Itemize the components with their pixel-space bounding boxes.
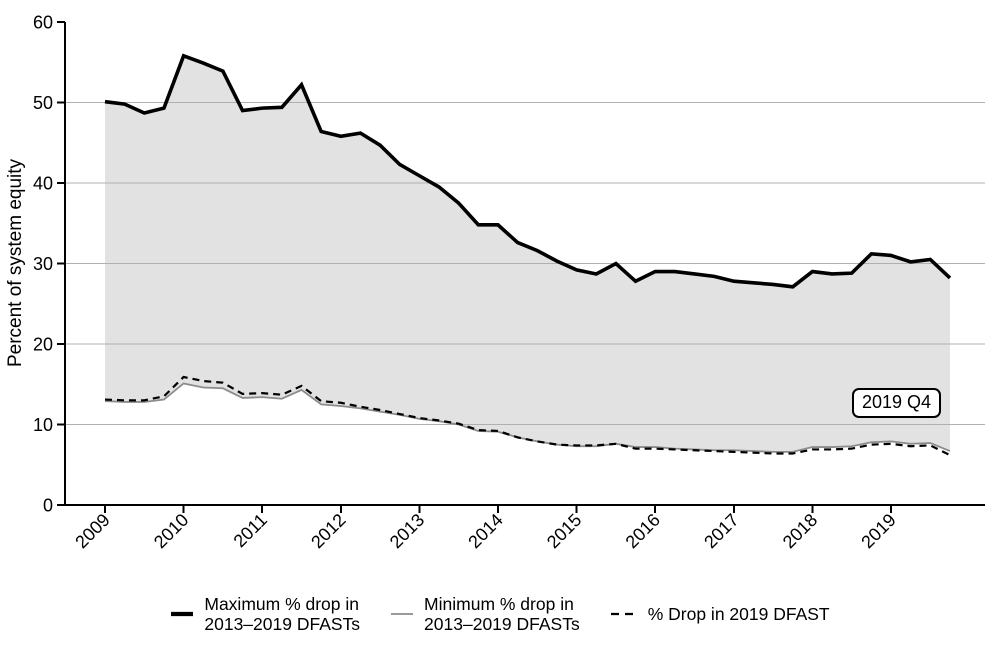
- legend-label-minimum: Minimum % drop in 2013–2019 DFASTs: [424, 594, 580, 634]
- x-tick-label: 2013: [386, 510, 428, 552]
- chart-svg: 0 10 20 30 40 50 60 2009 2010 2011 2012 2013 2014 201…: [5, 13, 985, 552]
- legend-label-line: % Drop in 2019 DFAST: [647, 604, 830, 624]
- y-tick-label: 50: [33, 93, 53, 113]
- y-tick-label: 0: [43, 496, 53, 516]
- x-tick-label: 2016: [622, 510, 664, 552]
- x-tick-label: 2012: [307, 510, 349, 552]
- x-tick-label: 2009: [71, 510, 113, 552]
- y-tick-label: 60: [33, 13, 53, 33]
- series-line-2: [104, 375, 951, 457]
- y-tick-label: 40: [33, 174, 53, 194]
- legend-label-maximum: Maximum % drop in 2013–2019 DFASTs: [204, 594, 360, 634]
- legend-label-2019-dfast: % Drop in 2019 DFAST: [648, 604, 830, 624]
- dashed-line-swatch-icon: [610, 612, 637, 616]
- series-lines: [104, 53, 952, 457]
- y-axis-title: Percent of system equity: [5, 158, 26, 367]
- x-tick-label: 2011: [230, 510, 272, 552]
- x-tick-label: 2015: [543, 510, 585, 552]
- legend-item-2019-dfast: % Drop in 2019 DFAST: [610, 604, 830, 624]
- band-area: [105, 55, 950, 452]
- y-tick-label: 30: [33, 254, 53, 274]
- x-tick-label: 2014: [464, 510, 506, 552]
- x-tick-label: 2018: [779, 510, 821, 552]
- legend: Maximum % drop in 2013–2019 DFASTs Minim…: [0, 594, 1000, 634]
- gridlines: [65, 101, 985, 426]
- band-fill: [105, 55, 950, 452]
- legend-label-line: 2013–2019 DFASTs: [424, 614, 580, 634]
- thin-gray-line-swatch-icon: [391, 613, 414, 615]
- legend-label-line: Minimum % drop in: [424, 594, 574, 614]
- legend-label-line: Maximum % drop in: [204, 594, 360, 614]
- y-tick-label: 10: [33, 415, 53, 435]
- x-tick-label: 2017: [700, 510, 742, 552]
- y-tick-label: 20: [33, 335, 53, 355]
- legend-item-minimum: Minimum % drop in 2013–2019 DFASTs: [390, 594, 580, 634]
- legend-label-line: 2013–2019 DFASTs: [204, 614, 361, 634]
- legend-item-maximum: Maximum % drop in 2013–2019 DFASTs: [170, 594, 360, 634]
- x-tick-label: 2010: [150, 510, 192, 552]
- thick-line-swatch-icon: [171, 611, 194, 617]
- series-line-0: [104, 53, 952, 289]
- annotation-2019q4: 2019 Q4: [852, 388, 942, 418]
- x-tick-label: 2019: [857, 510, 899, 552]
